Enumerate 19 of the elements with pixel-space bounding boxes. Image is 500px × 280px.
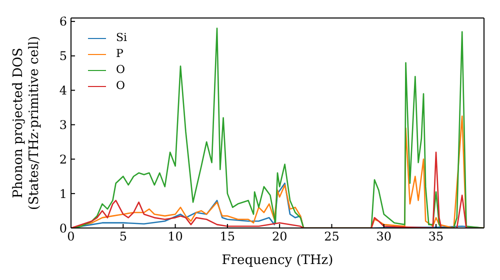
x-tick-label: 20	[272, 230, 288, 244]
y-tick-label: 4	[59, 84, 68, 98]
x-tick-label: 15	[220, 230, 236, 244]
x-tick-label: 25	[324, 230, 340, 244]
legend-label: O	[116, 62, 126, 78]
y-tick-label: 2	[59, 152, 67, 166]
y-tick-label: 3	[59, 118, 67, 132]
y-tick-label: 6	[59, 14, 67, 29]
legend-label: P	[116, 46, 124, 62]
x-axis-title: Frequency (THz)	[222, 253, 334, 268]
x-tick-label: 30	[376, 230, 392, 244]
legend-label: Si	[116, 30, 128, 46]
x-tick-label: 10	[168, 230, 183, 244]
y-tick-label: 1	[59, 186, 67, 201]
y-tick-label: 5	[59, 49, 67, 64]
legend-label: O	[116, 78, 126, 94]
x-tick-label: 5	[119, 230, 127, 244]
x-tick-label: 35	[428, 230, 444, 244]
y-axis-title: Phonon projected DOS (States/THz·primitive cell)	[11, 36, 42, 210]
